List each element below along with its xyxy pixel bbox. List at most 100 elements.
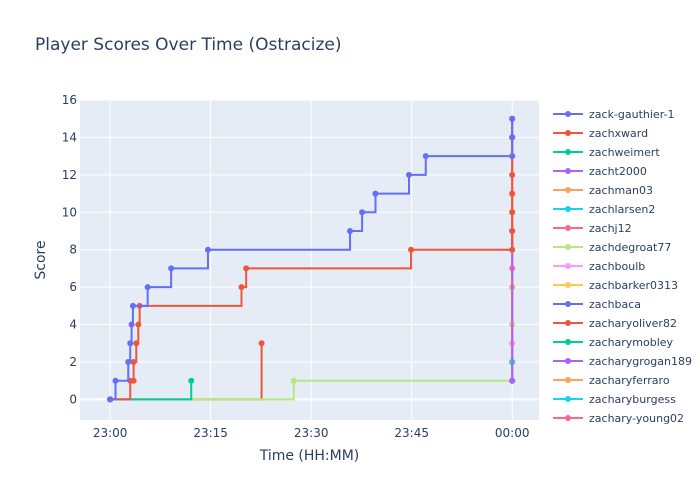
data-point [130,358,137,365]
data-point [125,358,132,365]
legend-label: zack-gauthier-1 [589,108,675,121]
legend-marker [565,168,571,174]
legend-item[interactable]: zachlarsen2 [553,203,655,216]
data-point [130,377,137,384]
series-zachxward [107,115,516,403]
legend-item[interactable]: zacharyferraro [553,374,670,387]
legend-marker [565,415,571,421]
legend-item[interactable]: zacharygrogan189 [553,355,692,368]
legend-marker [565,206,571,212]
y-tick-label: 14 [62,130,77,144]
legend-marker [565,320,571,326]
data-point [509,227,516,234]
plot-area [80,100,539,420]
y-tick-label: 12 [62,168,77,182]
legend: zack-gauthier-1 zachxward zachweimert zacht… [553,108,692,425]
data-point [290,377,297,384]
legend-label: zachbarker0313 [589,279,678,292]
legend-label: zachlarsen2 [589,203,655,216]
legend-label: zacharyoliver82 [589,317,677,330]
y-tick-label: 0 [69,392,77,406]
legend-marker [565,358,571,364]
legend-label: zachman03 [589,184,653,197]
x-tick-label: 00:00 [495,426,530,440]
y-tick-label: 8 [69,243,77,257]
legend-item[interactable]: zachman03 [553,184,653,197]
legend-item[interactable]: zack-gauthier-1 [553,108,675,121]
data-point [509,171,516,178]
x-axis-ticks: 23:00 23:15 23:30 23:45 00:00 [93,426,530,440]
data-point [129,302,136,309]
legend-item[interactable]: zachj12 [553,222,632,235]
legend-label: zacht2000 [589,165,647,178]
legend-item[interactable]: zachdegroat77 [553,241,671,254]
legend-item[interactable]: zacharymobley [553,336,674,349]
y-tick-label: 4 [69,318,77,332]
legend-label: zacharygrogan189 [589,355,692,368]
data-point [509,190,516,197]
data-point [359,209,366,216]
legend-marker [565,130,571,136]
x-tick-label: 23:30 [294,426,329,440]
y-tick-label: 6 [69,280,77,294]
legend-marker [565,396,571,402]
legend-marker [565,149,571,155]
y-tick-label: 10 [62,205,77,219]
legend-marker [565,339,571,345]
legend-marker [565,111,571,117]
legend-marker [565,244,571,250]
data-point [509,246,516,253]
legend-item[interactable]: zachary-young02 [553,412,684,425]
legend-label: zachxward [589,127,648,140]
legend-label: zachdegroat77 [589,241,671,254]
legend-label: zachboulb [589,260,645,273]
data-point [509,115,516,122]
data-point [204,246,211,253]
legend-item[interactable]: zacht2000 [553,165,647,178]
legend-item[interactable]: zacharyoliver82 [553,317,677,330]
y-axis-title: Score [33,240,49,279]
legend-marker [565,377,571,383]
legend-item[interactable]: zachweimert [553,146,660,159]
legend-item[interactable]: zachbarker0313 [553,279,678,292]
data-point [128,321,135,328]
legend-marker [565,225,571,231]
legend-label: zacharyferraro [589,374,670,387]
data-point [258,340,265,347]
data-point [133,340,140,347]
legend-label: zachary-young02 [589,412,684,425]
series-zack-gauthier-1 [107,115,516,403]
x-tick-label: 23:15 [193,426,228,440]
legend-item[interactable]: zacharyburgess [553,393,676,406]
data-point [107,396,114,403]
data-point [509,209,516,216]
x-tick-label: 23:45 [394,426,429,440]
data-point [406,171,413,178]
data-point [372,190,379,197]
y-axis-ticks: 0 2 4 6 8 10 12 14 16 [62,93,77,406]
data-point [112,377,119,384]
legend-label: zachj12 [589,222,632,235]
legend-marker [565,263,571,269]
legend-item[interactable]: zachbaca [553,298,641,311]
data-point [127,340,134,347]
legend-item[interactable]: zachboulb [553,260,645,273]
data-point [408,246,415,253]
x-axis-title: Time (HH:MM) [259,448,360,464]
data-point [509,377,516,384]
y-tick-label: 2 [69,355,77,369]
legend-label: zacharyburgess [589,393,676,406]
data-point [238,284,245,291]
series-line [110,380,193,401]
legend-marker [565,282,571,288]
legend-item[interactable]: zachxward [553,127,648,140]
data-point [509,153,516,160]
legend-marker [565,301,571,307]
y-tick-label: 16 [62,93,77,107]
data-point [144,284,151,291]
data-point [188,377,195,384]
data-point [243,265,250,272]
data-point [347,227,354,234]
x-tick-label: 23:00 [93,426,128,440]
